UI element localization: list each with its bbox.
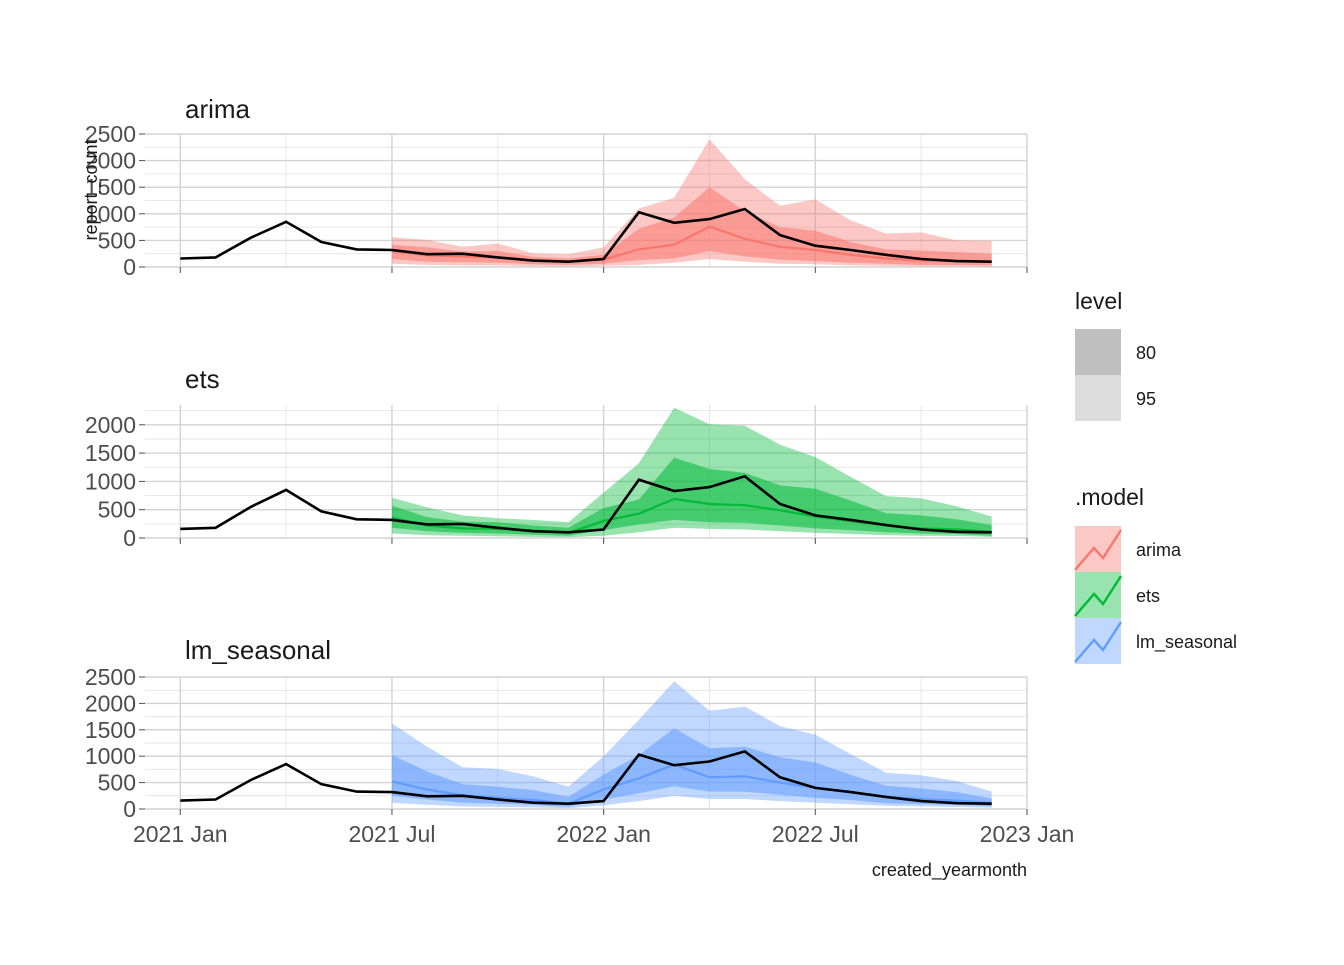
y-tick-label: 1500 xyxy=(85,174,136,200)
legend-model-title: .model xyxy=(1075,484,1144,510)
legend-model-label: ets xyxy=(1136,586,1160,606)
y-tick-label: 0 xyxy=(123,525,136,551)
legend-model-label: arima xyxy=(1136,540,1182,560)
y-tick-label: 1500 xyxy=(85,717,136,743)
panel-title-lm_seasonal: lm_seasonal xyxy=(185,635,331,665)
legend-level-key-80 xyxy=(1075,329,1121,375)
actual-line-arima xyxy=(180,207,992,264)
ribbon-80-ets xyxy=(392,457,992,536)
actual-line-lm_seasonal xyxy=(180,749,992,806)
x-axis-labels: 2021 Jan 2021 Jul 2022 Jan 2022 Jul 2023 Jan xyxy=(133,821,1074,847)
legend-model-line-arima xyxy=(1074,529,1123,571)
ribbon-80-arima xyxy=(392,187,992,266)
y-tick-label: 1000 xyxy=(85,468,136,494)
actual-line-ets xyxy=(180,474,992,534)
y-tick-label: 2000 xyxy=(85,690,136,716)
legend-level-title: level xyxy=(1075,288,1122,314)
x-tick-label: 2021 Jul xyxy=(348,821,435,847)
y-tick-label: 500 xyxy=(98,497,136,523)
x-tick-label: 2022 Jan xyxy=(556,821,651,847)
panel-title-ets: ets xyxy=(185,364,220,394)
y-tick-label: 1000 xyxy=(85,743,136,769)
legend-model-line-ets xyxy=(1074,575,1123,617)
x-tick-label: 2022 Jul xyxy=(772,821,859,847)
x-tick-label: 2023 Jan xyxy=(980,821,1075,847)
y-tick-label: 500 xyxy=(98,227,136,253)
legend-model-key-ets xyxy=(1075,572,1121,618)
y-tick-label: 0 xyxy=(123,254,136,280)
y-tick-label: 2000 xyxy=(85,148,136,174)
y-tick-label: 1000 xyxy=(85,201,136,227)
legend-model: .model arima ets lm_seasonal xyxy=(1074,484,1237,664)
legend-level: level 80 95 xyxy=(1075,288,1156,421)
legend-level-label: 80 xyxy=(1136,343,1156,363)
x-axis-title: created_yearmonth xyxy=(872,860,1027,881)
y-tick-label: 2000 xyxy=(85,412,136,438)
y-tick-label: 2500 xyxy=(85,121,136,147)
legend-model-key-arima xyxy=(1075,526,1121,572)
legend-model-key-lm_seasonal xyxy=(1075,618,1121,664)
legend-model-line-lm_seasonal xyxy=(1074,621,1123,663)
ribbon-80-lm_seasonal xyxy=(392,728,992,807)
panel-title-arima: arima xyxy=(185,94,251,124)
legend-model-label: lm_seasonal xyxy=(1136,632,1237,653)
y-tick-label: 500 xyxy=(98,770,136,796)
legend-level-key-95 xyxy=(1075,375,1121,421)
y-tick-label: 2500 xyxy=(85,664,136,690)
x-tick-label: 2021 Jan xyxy=(133,821,228,847)
y-axis-title: report_count xyxy=(81,139,102,240)
y-tick-label: 0 xyxy=(123,796,136,822)
y-tick-label: 1500 xyxy=(85,440,136,466)
legend-level-label: 95 xyxy=(1136,389,1156,409)
